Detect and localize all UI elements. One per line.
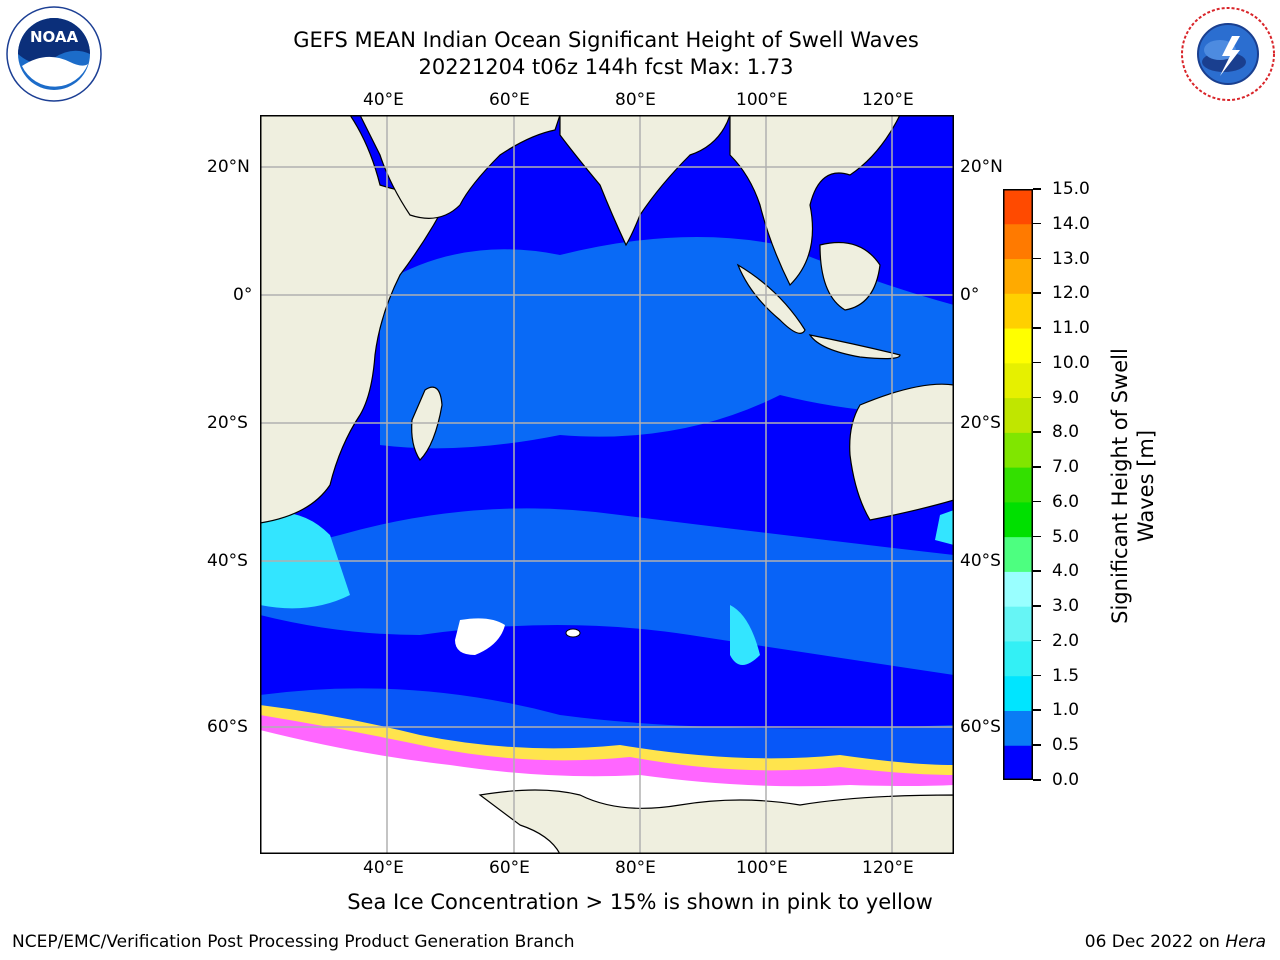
colorbar-swatch: [1003, 467, 1033, 503]
colorbar-tick: [1033, 570, 1041, 572]
colorbar-label: Significant Height of Swell Waves [m]: [1103, 300, 1163, 700]
colorbar-tick-label: 12.0: [1052, 283, 1090, 304]
colorbar-tick-label: 1.5: [1052, 665, 1080, 686]
map-panel: [259, 114, 955, 855]
lat-label-right-20s: 20°S: [960, 413, 1001, 433]
colorbar-swatch: [1003, 675, 1033, 711]
colorbar-tick: [1033, 535, 1041, 538]
colorbar-swatch: [1003, 571, 1033, 607]
colorbar-tick-label: 5.0: [1052, 526, 1080, 547]
chart-subtitle: 20221204 t06z 144h fcst Max: 1.73: [418, 55, 794, 79]
lon-label-bottom-120e: 120°E: [862, 858, 914, 878]
colorbar-swatch: [1003, 397, 1033, 433]
lon-label-top-60e: 60°E: [489, 90, 530, 110]
colorbar-swatch: [1003, 432, 1033, 468]
colorbar-tick-label: 0.5: [1052, 735, 1080, 756]
lat-label-right-20n: 20°N: [960, 157, 1003, 177]
colorbar-swatch: [1003, 189, 1033, 225]
noaa-logo: NOAA: [6, 6, 102, 102]
colorbar-label-line2: Waves [m]: [1134, 429, 1158, 543]
colorbar-swatch: [1003, 501, 1033, 538]
lon-label-top-120e: 120°E: [862, 90, 914, 110]
lat-label-left-40s: 40°S: [207, 551, 248, 571]
colorbar-tick-label: 2.0: [1052, 630, 1080, 651]
colorbar-tick: [1033, 605, 1041, 607]
colorbar-label-line1: Significant Height of Swell: [1108, 348, 1132, 624]
colorbar-swatch: [1003, 606, 1033, 642]
footer-date-text: 06 Dec 2022 on: [1084, 932, 1226, 952]
colorbar-tick: [1033, 466, 1041, 468]
colorbar-tick: [1033, 188, 1041, 190]
colorbar-swatch: [1003, 640, 1033, 677]
footer-branch: NCEP/EMC/Verification Post Processing Pr…: [12, 932, 575, 952]
nws-logo: [1180, 6, 1276, 102]
sea-ice-note: Sea Ice Concentration > 15% is shown in …: [347, 890, 933, 914]
colorbar-tick: [1033, 779, 1041, 781]
colorbar-tick: [1033, 639, 1041, 642]
colorbar-tick: [1033, 222, 1041, 225]
lon-label-bottom-40e: 40°E: [363, 858, 404, 878]
lon-label-top-80e: 80°E: [615, 90, 656, 110]
colorbar-swatch: [1003, 328, 1033, 364]
lat-label-right-60s: 60°S: [960, 717, 1001, 737]
noaa-logo-text: NOAA: [30, 28, 79, 46]
colorbar-tick-label: 6.0: [1052, 491, 1080, 512]
map-svg: [259, 114, 955, 855]
lat-label-left-0: 0°: [233, 285, 253, 305]
chart-title: GEFS MEAN Indian Ocean Significant Heigh…: [293, 28, 919, 52]
colorbar-tick: [1033, 361, 1041, 364]
colorbar-swatch: [1003, 223, 1033, 260]
colorbar-tick: [1033, 396, 1041, 399]
colorbar-tick-label: 10.0: [1052, 352, 1090, 373]
colorbar-swatch: [1003, 745, 1033, 781]
lon-label-bottom-60e: 60°E: [489, 858, 530, 878]
colorbar-swatch: [1003, 710, 1033, 746]
colorbar-tick: [1033, 744, 1041, 746]
colorbar-swatch: [1003, 362, 1033, 399]
lat-label-left-60s: 60°S: [207, 717, 248, 737]
colorbar-tick: [1033, 257, 1041, 260]
colorbar: [1003, 189, 1033, 781]
colorbar-tick-label: 7.0: [1052, 457, 1080, 478]
colorbar-tick: [1033, 327, 1041, 329]
colorbar-tick: [1033, 292, 1041, 294]
colorbar-tick: [1033, 674, 1041, 677]
lat-label-left-20s: 20°S: [207, 413, 248, 433]
lon-label-bottom-100e: 100°E: [736, 858, 788, 878]
colorbar-tick-label: 13.0: [1052, 248, 1090, 269]
colorbar-tick: [1033, 431, 1041, 433]
colorbar-tick-label: 0.0: [1052, 770, 1080, 790]
lat-label-right-0: 0°: [960, 285, 980, 305]
lon-label-top-40e: 40°E: [363, 90, 404, 110]
colorbar-tick: [1033, 709, 1041, 711]
colorbar-tick-label: 15.0: [1052, 179, 1090, 199]
colorbar-swatch: [1003, 258, 1033, 294]
colorbar-tick: [1033, 500, 1041, 503]
lat-label-right-40s: 40°S: [960, 551, 1001, 571]
colorbar-tick-label: 1.0: [1052, 700, 1080, 721]
footer-host: Hera: [1225, 932, 1266, 952]
colorbar-tick-label: 9.0: [1052, 387, 1080, 408]
colorbar-tick-label: 3.0: [1052, 596, 1080, 617]
colorbar-swatch: [1003, 536, 1033, 572]
lon-label-bottom-80e: 80°E: [615, 858, 656, 878]
colorbar-tick-label: 8.0: [1052, 422, 1080, 443]
colorbar-tick-label: 4.0: [1052, 561, 1080, 582]
footer-date: 06 Dec 2022 on Hera: [1085, 932, 1266, 952]
lon-label-top-100e: 100°E: [736, 90, 788, 110]
colorbar-tick-label: 14.0: [1052, 213, 1090, 234]
colorbar-tick-label: 11.0: [1052, 318, 1090, 339]
lat-label-left-20n: 20°N: [207, 157, 250, 177]
colorbar-swatch: [1003, 293, 1033, 329]
